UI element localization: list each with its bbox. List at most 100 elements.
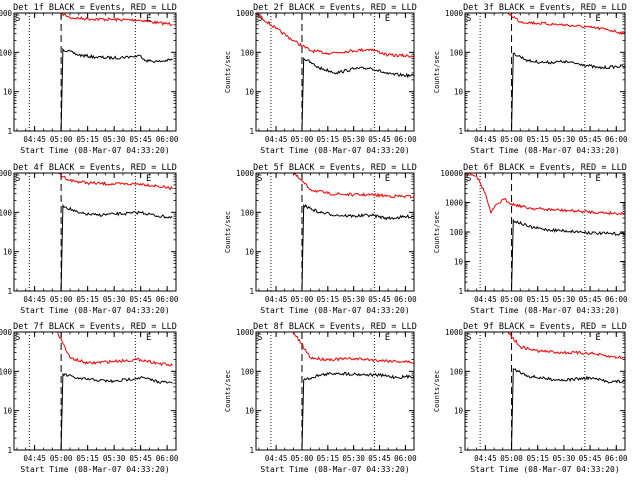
plot-frame [464,331,626,451]
x-tick-label: 05:45 [368,295,391,304]
x-tick-label: 04:45 [23,454,46,463]
x-axis-label: Start Time (08-Mar-07 04:33:20) [20,146,169,155]
series-line [57,172,173,191]
y-tick-label: 100 [0,367,12,376]
x-tick-label: 05:30 [553,135,576,144]
x-tick-label: 04:45 [265,454,288,463]
y-tick-label: 1000 [236,169,255,178]
detector-panel: Det 7f BLACK = Events, RED = LLDCounts/s… [0,322,179,474]
y-axis-label: Counts/sec [433,51,441,93]
series-line [511,52,626,132]
detector-panel: Det 1f BLACK = Events, RED = LLDCounts/s… [0,3,179,155]
x-tick-label: 05:00 [291,295,314,304]
x-tick-label: 05:45 [579,295,602,304]
start-marker: S [257,174,262,184]
x-tick-label: 05:00 [500,454,523,463]
x-axis-label: Start Time (08-Mar-07 04:33:20) [20,306,169,315]
y-tick-label: 1 [7,127,12,136]
series-line [254,12,415,58]
x-tick-label: 05:15 [76,295,99,304]
y-tick-label: 1 [249,446,254,455]
y-tick-label: 10 [3,248,13,257]
y-tick-label: 1 [458,287,463,296]
series-line [60,372,173,451]
x-axis-label: Start Time (08-Mar-07 04:33:20) [260,146,409,155]
detector-panel: Det 9f BLACK = Events, RED = LLD Counts/s… [433,322,628,474]
x-tick-label: 05:00 [50,135,73,144]
y-tick-label: 10 [3,88,13,97]
y-tick-label: 1000 [445,328,464,337]
detector-panel: Det 8f BLACK = Events, RED = LLD Counts/s… [224,322,417,474]
series-line [464,172,626,216]
series-line [507,12,626,36]
start-marker: S [466,174,471,184]
y-tick-label: 100 [240,208,254,217]
plot-frame [13,172,177,292]
y-tick-label: 1000 [0,9,12,18]
panel-title: Det 1f BLACK = Events, RED = LLD [13,3,177,13]
series-line [292,331,415,364]
y-tick-label: 1 [249,287,254,296]
x-tick-label: 05:00 [500,295,523,304]
panel-title: Det 4f BLACK = Events, RED = LLD [13,163,177,173]
x-tick-label: 05:30 [103,295,126,304]
y-axis-label: Counts/sec [224,51,232,93]
x-tick-label: 05:30 [342,295,365,304]
y-tick-label: 10000 [440,169,463,178]
end-marker: E [595,14,600,24]
x-tick-label: 06:00 [156,454,179,463]
x-tick-label: 04:45 [474,295,497,304]
x-tick-label: 05:15 [317,454,340,463]
x-tick-label: 04:45 [474,454,497,463]
end-marker: E [595,333,600,343]
plot-frame [13,12,177,132]
y-tick-label: 10 [245,248,255,257]
x-tick-label: 04:45 [23,295,46,304]
x-axis-label: Start Time (08-Mar-07 04:33:20) [20,465,169,474]
detector-panel: Det 6f BLACK = Events, RED = LLD Counts/s… [433,163,628,315]
y-tick-label: 1000 [236,9,255,18]
x-axis-label: Start Time (08-Mar-07 04:33:20) [470,465,619,474]
x-tick-label: 05:15 [317,295,340,304]
start-marker: S [15,333,20,343]
x-tick-label: 06:00 [605,295,628,304]
plot-frame [464,172,626,292]
x-tick-label: 04:45 [265,295,288,304]
series-line [292,172,415,199]
x-tick-label: 06:00 [605,135,628,144]
x-tick-label: 05:15 [76,454,99,463]
y-tick-label: 1000 [0,328,12,337]
x-tick-label: 05:45 [129,295,152,304]
series-line [60,47,173,132]
start-marker: S [257,333,262,343]
panel-title: Det 5f BLACK = Events, RED = LLD [253,163,417,173]
x-tick-label: 05:00 [500,135,523,144]
series-line [301,371,415,451]
end-marker: E [385,174,390,184]
x-tick-label: 06:00 [156,295,179,304]
y-tick-label: 100 [0,48,12,57]
y-tick-label: 1000 [445,199,464,208]
series-line [507,331,626,360]
end-marker: E [146,174,151,184]
x-tick-label: 04:45 [474,135,497,144]
start-marker: S [15,14,20,24]
end-marker: E [595,174,600,184]
detector-panel: Det 3f BLACK = Events, RED = LLD Counts/s… [433,3,628,155]
y-tick-label: 100 [240,48,254,57]
y-tick-label: 1000 [0,169,12,178]
x-tick-label: 05:15 [526,295,549,304]
x-tick-label: 05:45 [579,454,602,463]
x-tick-label: 05:30 [553,295,576,304]
x-tick-label: 05:00 [50,454,73,463]
detector-panel: Det 4f BLACK = Events, RED = LLDCounts/s… [0,163,179,315]
series-line [511,218,626,292]
start-marker: S [466,333,471,343]
end-marker: E [146,14,151,24]
plot-frame [255,172,415,292]
x-tick-label: 05:30 [103,135,126,144]
plot-frame [13,331,177,451]
x-tick-label: 05:15 [526,454,549,463]
detector-panel: Det 5f BLACK = Events, RED = LLD Counts/s… [224,163,417,315]
